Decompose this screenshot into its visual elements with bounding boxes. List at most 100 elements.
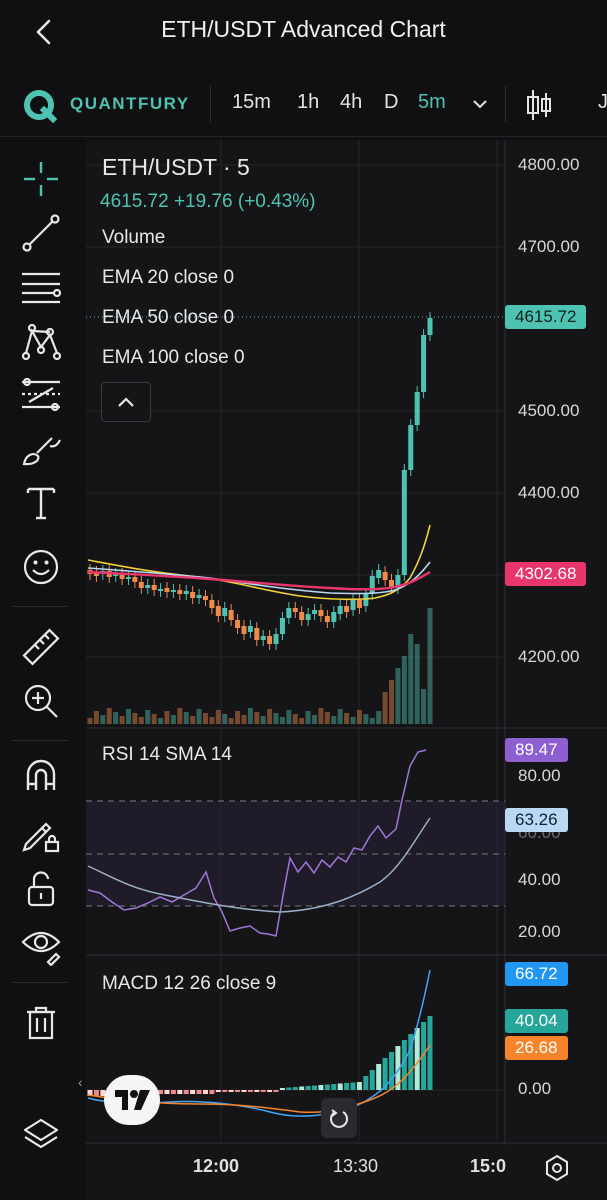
candle-body: [177, 590, 183, 594]
lock-draw-icon[interactable]: [20, 812, 62, 854]
trendline-icon[interactable]: [20, 212, 62, 254]
histogram-bar: [401, 1040, 407, 1090]
price-tick: 4200.00: [518, 647, 580, 666]
symbol-title: ETH/USDT · 5: [102, 154, 250, 180]
zoom-in-icon[interactable]: [20, 680, 62, 722]
ema100-label[interactable]: EMA 100 close 0: [102, 347, 245, 368]
ruler-icon[interactable]: [20, 626, 62, 668]
chevron-down-icon[interactable]: [472, 98, 488, 110]
histogram-bar: [279, 1088, 285, 1090]
histogram-bar: [196, 1090, 202, 1094]
timeframe-5m-selected[interactable]: 5m: [418, 91, 446, 113]
histogram-bar: [337, 1083, 343, 1090]
candle-body: [190, 592, 196, 598]
rsi-label[interactable]: RSI 14 SMA 14: [102, 744, 232, 765]
candle-body: [318, 610, 324, 616]
rsi-tick: 80.00: [518, 766, 561, 785]
candle-body: [408, 425, 414, 470]
timeframe-d[interactable]: D: [384, 91, 399, 113]
layers-icon[interactable]: [20, 1114, 62, 1156]
histogram-bar: [247, 1090, 253, 1092]
volume-label[interactable]: Volume: [102, 227, 166, 248]
histogram-bar: [215, 1090, 221, 1092]
volume-bar: [215, 710, 221, 724]
candle-body: [215, 606, 221, 616]
histogram-bar: [421, 1022, 427, 1090]
eye-icon[interactable]: [20, 924, 62, 966]
candle-body: [170, 590, 176, 592]
reset-icon: [330, 1109, 348, 1128]
histogram-bar: [170, 1090, 176, 1094]
unlock-icon[interactable]: [20, 868, 62, 910]
back-icon[interactable]: [30, 16, 60, 48]
histogram-bar: [312, 1085, 318, 1090]
candle-body: [389, 580, 395, 588]
volume-bar: [87, 718, 93, 724]
volume-bar: [305, 711, 311, 724]
horizontal-lines-icon[interactable]: [20, 266, 62, 308]
ema20-label[interactable]: EMA 20 close 0: [102, 267, 235, 288]
timeframe-1h[interactable]: 1h: [297, 91, 320, 113]
price-tick: 4500.00: [518, 401, 580, 420]
text-icon[interactable]: [20, 482, 62, 524]
tradingview-logo[interactable]: [104, 1075, 160, 1125]
candle-body: [254, 628, 260, 640]
histogram-bar: [93, 1090, 99, 1096]
crosshair-icon[interactable]: [20, 158, 62, 200]
volume-bar: [183, 712, 189, 724]
timeframe-15m[interactable]: 15m: [232, 91, 271, 113]
candle-body: [132, 577, 138, 582]
fib-icon[interactable]: [20, 374, 62, 416]
macd-label[interactable]: MACD 12 26 close 9: [102, 973, 277, 994]
histogram-bar: [235, 1090, 241, 1092]
pattern-icon[interactable]: [20, 320, 62, 362]
volume-bars: [87, 608, 433, 724]
volume-bar: [164, 711, 170, 724]
candle-body: [382, 572, 388, 580]
candle-body: [267, 636, 273, 644]
volume-bar: [312, 715, 318, 724]
ema100-line: [87, 570, 431, 591]
brand-name: QUANTFURY: [70, 94, 190, 113]
trash-icon[interactable]: [20, 1002, 62, 1044]
tool-separator-3: [12, 982, 68, 983]
candle-body: [235, 620, 241, 628]
histogram-bar: [228, 1090, 234, 1092]
price-tick: 4800.00: [518, 155, 580, 174]
chevron-up-icon: [118, 397, 134, 407]
ema20-line: [87, 524, 431, 601]
candle-body: [350, 600, 356, 610]
candle-body: [222, 608, 228, 616]
candle-body: [299, 612, 305, 620]
volume-bar: [408, 634, 414, 724]
volume-bar: [138, 717, 144, 724]
candle-body: [158, 589, 164, 591]
toolbar-overflow[interactable]: J: [598, 91, 607, 113]
candle-body: [414, 392, 420, 425]
candle-body: [376, 570, 382, 578]
candle-body: [209, 600, 215, 608]
volume-bar: [158, 718, 164, 724]
reset-view-button[interactable]: [321, 1098, 357, 1138]
candle-body: [286, 608, 292, 618]
tv-logo-icon: [115, 1090, 150, 1110]
settings-gear-icon[interactable]: [543, 1154, 571, 1182]
histogram-bar: [318, 1085, 324, 1090]
histogram-bar: [395, 1046, 401, 1090]
candles-icon[interactable]: [525, 88, 553, 122]
timeframe-4h[interactable]: 4h: [340, 91, 363, 113]
volume-bar: [247, 708, 253, 724]
magnet-icon[interactable]: [20, 756, 62, 798]
emoji-icon[interactable]: [20, 546, 62, 588]
ema50-label[interactable]: EMA 50 close 0: [102, 307, 235, 328]
histogram-bar: [414, 1028, 420, 1090]
scroll-left-icon[interactable]: ‹: [78, 1074, 83, 1090]
collapse-legend-button[interactable]: [101, 382, 151, 422]
brush-icon[interactable]: [20, 428, 62, 470]
candle-body: [324, 616, 330, 622]
candle-body: [164, 588, 170, 592]
volume-bar: [376, 711, 382, 724]
volume-bar: [235, 711, 241, 724]
histogram-bar: [356, 1082, 362, 1090]
